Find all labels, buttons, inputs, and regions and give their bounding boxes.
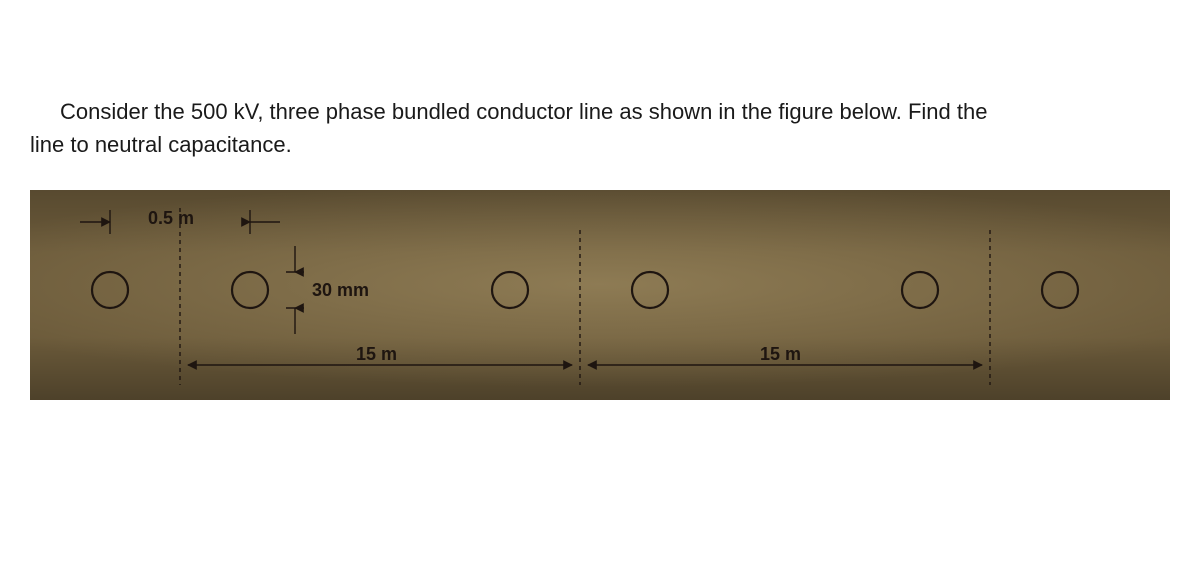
conductor-b2 bbox=[632, 272, 668, 308]
page: Consider the 500 kV, three phase bundled… bbox=[0, 0, 1200, 579]
label-span-bc: 15 m bbox=[760, 344, 801, 364]
label-span-ab: 15 m bbox=[356, 344, 397, 364]
figure-svg: 0.5 m 30 mm 15 m 15 m bbox=[30, 190, 1170, 400]
problem-line1: Consider the 500 kV, three phase bundled… bbox=[30, 99, 987, 124]
conductor-a1 bbox=[92, 272, 128, 308]
conductor-b1 bbox=[492, 272, 528, 308]
problem-statement: Consider the 500 kV, three phase bundled… bbox=[30, 95, 1180, 161]
problem-line2: line to neutral capacitance. bbox=[30, 132, 292, 157]
label-conductor-diameter: 30 mm bbox=[312, 280, 369, 300]
figure: 0.5 m 30 mm 15 m 15 m bbox=[30, 190, 1170, 400]
conductor-a2 bbox=[232, 272, 268, 308]
conductor-c1 bbox=[902, 272, 938, 308]
conductor-c2 bbox=[1042, 272, 1078, 308]
label-bundle-spacing: 0.5 m bbox=[148, 208, 194, 228]
